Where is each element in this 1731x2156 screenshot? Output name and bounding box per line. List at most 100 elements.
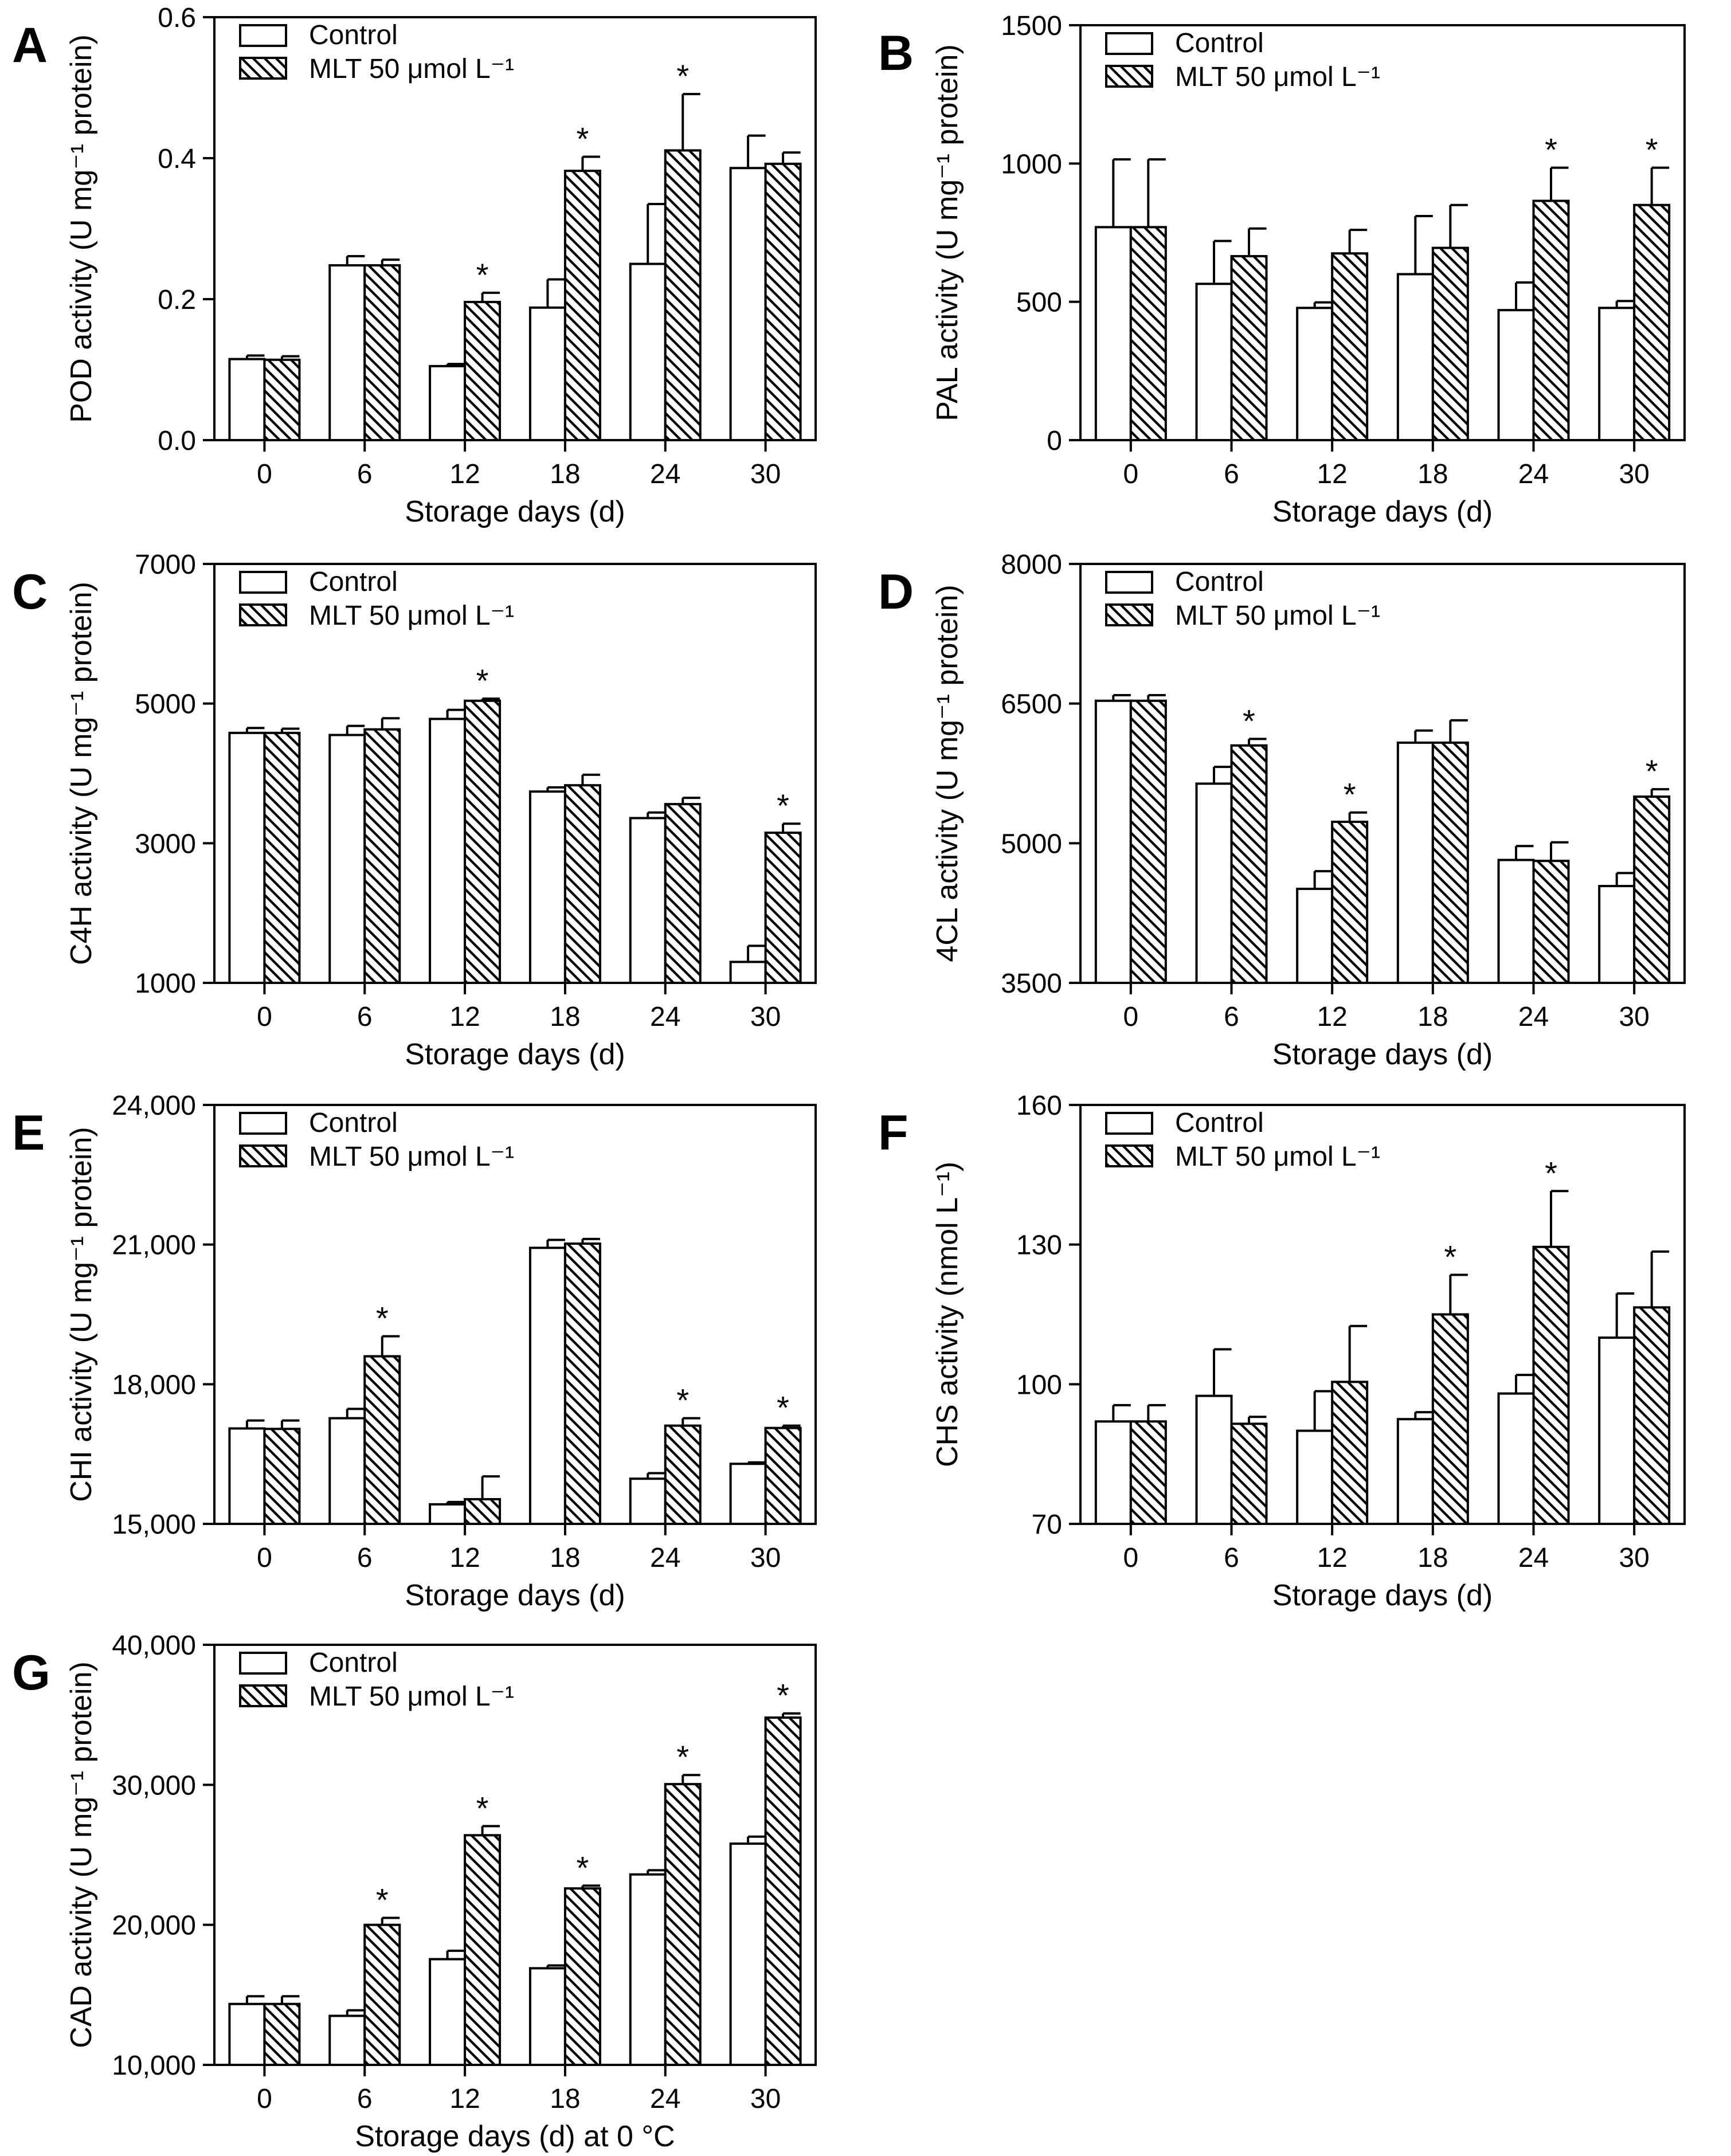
x-tick-label: 0 <box>257 1002 272 1032</box>
bar-control <box>528 790 566 984</box>
x-tick-label: 24 <box>1518 459 1549 489</box>
y-tick-label: 10,000 <box>112 2051 196 2081</box>
bar-mlt <box>1431 1313 1469 1525</box>
bar-mlt <box>563 1887 601 2066</box>
x-tick-label: 6 <box>357 459 373 489</box>
significance-mark: * <box>1545 132 1557 168</box>
bar-control <box>429 1503 467 1526</box>
x-axis-label: Storage days (d) <box>405 1038 625 1071</box>
bar-control <box>729 961 767 984</box>
bar-mlt <box>563 1242 601 1525</box>
legend-label-control: Control <box>1175 1108 1264 1138</box>
legend-label-control: Control <box>309 20 398 50</box>
legend-swatch-mlt <box>239 57 287 80</box>
x-tick-label: 18 <box>550 459 580 489</box>
y-tick-label: 100 <box>1016 1370 1062 1400</box>
bar-control <box>1396 273 1434 441</box>
bar-control <box>328 2014 366 2067</box>
y-tick-label: 500 <box>1016 288 1062 318</box>
bar-mlt <box>1230 744 1268 985</box>
bar-mlt <box>263 1428 301 1525</box>
bar-control <box>1296 887 1334 985</box>
significance-mark: * <box>577 121 589 157</box>
bar-control <box>1296 307 1334 441</box>
bar-mlt <box>664 803 702 985</box>
bar-mlt <box>1331 1381 1369 1525</box>
bar-control <box>1396 1418 1434 1525</box>
y-axis-label: CAD activity (U mg⁻¹ protein) <box>65 1661 98 2048</box>
bar-control <box>228 358 266 441</box>
legend-swatch-control <box>239 1652 287 1675</box>
x-tick-label: 30 <box>1619 1002 1649 1032</box>
x-tick-label: 6 <box>1224 459 1239 489</box>
bar-control <box>429 364 467 441</box>
panel-letter: A <box>12 18 48 73</box>
panel-letter: C <box>12 565 48 620</box>
bar-control <box>629 1873 667 2067</box>
y-tick-label: 3000 <box>135 829 196 859</box>
y-tick-label: 160 <box>1016 1091 1062 1121</box>
x-tick-label: 12 <box>449 2084 480 2114</box>
bar-mlt <box>263 731 301 984</box>
bar-mlt <box>563 170 601 441</box>
bar-control <box>228 1427 266 1525</box>
bar-control <box>1195 782 1233 984</box>
x-tick-label: 12 <box>449 1002 480 1032</box>
x-tick-label: 18 <box>550 2084 580 2114</box>
y-tick-label: 15,000 <box>112 1510 196 1540</box>
legend-swatch-control <box>239 571 287 594</box>
x-tick-label: 0 <box>1123 1002 1138 1032</box>
x-axis-label: Storage days (d) <box>1272 495 1493 528</box>
legend-label-mlt: MLT 50 μmol L⁻¹ <box>1175 601 1380 631</box>
y-tick-label: 18,000 <box>112 1370 196 1400</box>
x-tick-label: 0 <box>257 1543 272 1573</box>
y-tick-label: 40,000 <box>112 1630 196 1661</box>
bar-control <box>729 1842 767 2067</box>
x-tick-label: 6 <box>1224 1002 1239 1032</box>
bar-control <box>1497 859 1535 985</box>
bar-mlt <box>1532 1245 1570 1525</box>
bar-control <box>528 1246 566 1526</box>
y-tick-label: 6500 <box>1001 689 1062 720</box>
x-tick-label: 18 <box>1417 1002 1448 1032</box>
y-tick-label: 20,000 <box>112 1911 196 1941</box>
bar-mlt <box>363 1355 401 1526</box>
y-tick-label: 21,000 <box>112 1230 196 1261</box>
bar-mlt <box>563 784 601 984</box>
x-tick-label: 24 <box>1518 1543 1549 1573</box>
legend-swatch-mlt <box>239 1144 287 1167</box>
y-axis-label: PAL activity (U mg⁻¹ protein) <box>931 44 964 421</box>
bar-control <box>629 262 667 441</box>
x-tick-label: 24 <box>650 1002 680 1032</box>
bar-mlt <box>1230 1422 1268 1526</box>
bar-mlt <box>1129 226 1167 441</box>
bar-mlt <box>464 300 502 441</box>
legend-label-mlt: MLT 50 μmol L⁻¹ <box>309 1142 514 1172</box>
bar-mlt <box>464 699 502 984</box>
y-axis-label: 4CL activity (U mg⁻¹ protein) <box>931 585 964 962</box>
significance-mark: * <box>777 1677 789 1714</box>
panel-E: E 15,000 18,000 21,000 24,000 CHI activity (U… <box>12 1091 817 1612</box>
x-axis-label: Storage days (d) at 0 °C <box>355 2120 675 2153</box>
x-tick-label: 24 <box>650 2084 680 2114</box>
significance-mark: * <box>1444 1238 1456 1275</box>
x-tick-label: 30 <box>1619 1543 1649 1573</box>
y-tick-label: 0.2 <box>158 285 196 315</box>
panel-C: C 1000 3000 5000 7000 C4H activity (U mg⁻¹ pr… <box>12 550 817 1071</box>
bar-control <box>328 264 366 441</box>
panel-A: A 0.0 0.2 0.4 0.6 POD activity (U mg⁻¹ protei… <box>12 3 817 528</box>
bar-control <box>429 1958 467 2066</box>
legend-label-control: Control <box>1175 567 1264 597</box>
x-tick-label: 24 <box>650 1543 680 1573</box>
significance-mark: * <box>1545 1155 1557 1191</box>
bar-control <box>1195 283 1233 441</box>
significance-mark: * <box>777 787 789 824</box>
plot-frame <box>213 1104 817 1525</box>
x-tick-label: 6 <box>1224 1543 1239 1573</box>
y-tick-label: 7000 <box>135 550 196 580</box>
bar-control <box>429 718 467 984</box>
x-axis-label: Storage days (d) <box>1272 1579 1493 1612</box>
x-tick-label: 30 <box>750 1543 781 1573</box>
significance-mark: * <box>1646 132 1658 168</box>
bar-mlt <box>1532 860 1570 984</box>
